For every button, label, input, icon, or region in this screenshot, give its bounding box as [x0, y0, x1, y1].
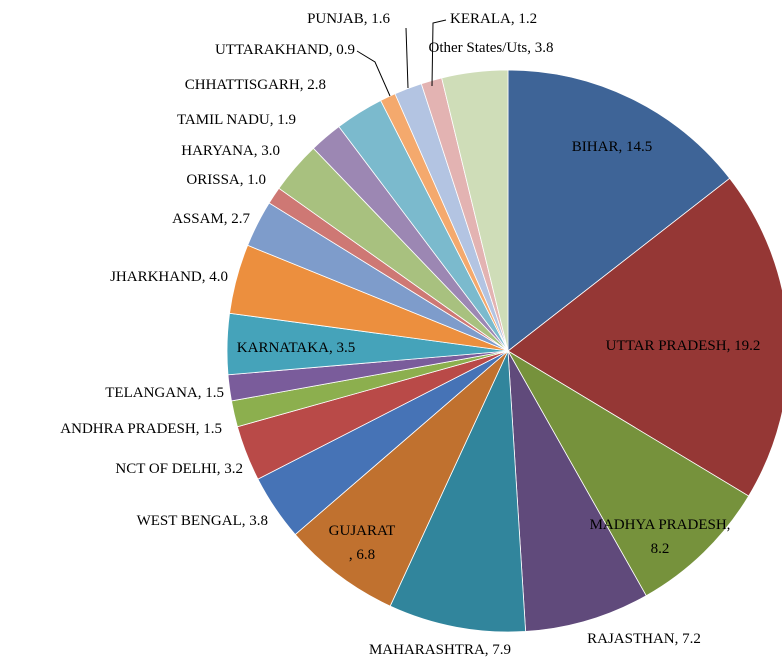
separator: , — [270, 112, 278, 128]
category-label: KERALA — [450, 11, 511, 27]
separator: , — [224, 211, 232, 227]
leader-line — [405, 27, 409, 89]
separator: , — [242, 513, 250, 529]
separator: , — [675, 631, 683, 647]
data-label: UTTAR PRADESH, 19.2 — [606, 338, 761, 354]
category-label: RAJASTHAN — [587, 631, 675, 647]
category-label: PUNJAB — [307, 11, 364, 27]
data-label: GUJARAT, 6.8 — [329, 523, 396, 563]
separator: , — [254, 143, 262, 159]
separator: , — [618, 139, 626, 155]
data-label: MAHARASHTRA, 7.9 — [369, 642, 511, 658]
category-label: WEST BENGAL — [137, 513, 242, 529]
value-label: 1.5 — [203, 421, 222, 437]
value-label: 4.0 — [209, 269, 228, 285]
pie-slice — [294, 350, 509, 607]
separator: , — [727, 517, 731, 533]
separator: , — [527, 40, 535, 56]
category-label: Other States/Uts — [429, 40, 528, 56]
value-label: 1.2 — [518, 11, 537, 27]
value-label: 1.6 — [371, 11, 390, 27]
value-label: 1.9 — [277, 112, 296, 128]
value-label: 3.8 — [535, 40, 554, 56]
pie-slice — [441, 69, 509, 352]
data-label: ANDHRA PRADESH, 1.5 — [60, 421, 222, 437]
data-label: RAJASTHAN, 7.2 — [587, 631, 701, 647]
category-label: KARNATAKA — [237, 340, 329, 356]
data-label: TELANGANA, 1.5 — [105, 385, 224, 401]
value-label: 3.2 — [224, 461, 243, 477]
category-label: MADHYA PRADESH — [590, 517, 727, 533]
data-label: UTTARAKHAND, 0.9 — [215, 42, 355, 58]
leader-line — [356, 50, 391, 97]
category-label: JHARKHAND — [110, 269, 202, 285]
value-label: 8.2 — [651, 541, 670, 557]
value-label: 2.8 — [307, 77, 326, 93]
value-label: 19.2 — [734, 338, 760, 354]
separator: , — [217, 461, 225, 477]
category-label: TAMIL NADU — [177, 112, 270, 128]
category-label: UTTARAKHAND — [215, 42, 329, 58]
category-label: BIHAR — [572, 139, 619, 155]
separator: , — [349, 547, 357, 563]
data-label: JHARKHAND, 4.0 — [110, 269, 228, 285]
category-label: TELANGANA — [105, 385, 198, 401]
separator: , — [196, 421, 204, 437]
separator: , — [511, 11, 519, 27]
value-label: 14.5 — [626, 139, 652, 155]
category-label: UTTAR PRADESH — [606, 338, 727, 354]
category-label: NCT OF DELHI — [115, 461, 216, 477]
value-label: 3.8 — [249, 513, 268, 529]
data-label: Other States/Uts, 3.8 — [429, 40, 554, 56]
leader-line — [431, 19, 447, 87]
data-label: TAMIL NADU, 1.9 — [177, 112, 296, 128]
pie-slice — [507, 350, 647, 632]
data-label: MADHYA PRADESH, 8.2 — [590, 517, 731, 557]
value-label: 3.5 — [336, 340, 355, 356]
category-label: MAHARASHTRA — [369, 642, 485, 658]
separator: , — [329, 42, 337, 58]
data-label: HARYANA, 3.0 — [181, 143, 280, 159]
separator: , — [202, 269, 210, 285]
separator: , — [727, 338, 735, 354]
separator: , — [240, 172, 248, 188]
value-label: 6.8 — [356, 547, 375, 563]
data-label: BIHAR, 14.5 — [572, 139, 652, 155]
separator: , — [485, 642, 493, 658]
category-label: HARYANA — [181, 143, 254, 159]
labels: BIHAR, 14.5 UTTAR PRADESH, 19.2 MADHYA PRA… — [60, 11, 760, 658]
pie-slice — [507, 69, 731, 352]
pie-slice — [506, 349, 750, 597]
category-label: GUJARAT — [329, 523, 396, 539]
separator: , — [300, 77, 308, 93]
data-label: WEST BENGAL, 3.8 — [137, 513, 268, 529]
data-label: KERALA, 1.2 — [450, 11, 537, 27]
category-label: CHHATTISGARH — [185, 77, 300, 93]
value-label: 0.9 — [336, 42, 355, 58]
data-label: CHHATTISGARH, 2.8 — [185, 77, 326, 93]
pie-slice — [389, 350, 527, 633]
value-label: 7.9 — [492, 642, 511, 658]
slices — [226, 69, 782, 633]
value-label: 3.0 — [261, 143, 280, 159]
data-label: ASSAM, 2.7 — [172, 211, 250, 227]
data-label: PUNJAB, 1.6 — [307, 11, 390, 27]
value-label: 7.2 — [682, 631, 701, 647]
category-label: ASSAM — [172, 211, 224, 227]
category-label: ANDHRA PRADESH — [60, 421, 196, 437]
category-label: ORISSA — [186, 172, 240, 188]
data-label: KARNATAKA, 3.5 — [237, 340, 355, 356]
value-label: 1.0 — [247, 172, 266, 188]
separator: , — [329, 340, 337, 356]
separator: , — [198, 385, 206, 401]
pie-slice — [507, 177, 782, 497]
value-label: 2.7 — [231, 211, 250, 227]
separator: , — [364, 11, 372, 27]
data-label: NCT OF DELHI, 3.2 — [115, 461, 243, 477]
value-label: 1.5 — [205, 385, 224, 401]
data-label: ORISSA, 1.0 — [186, 172, 266, 188]
